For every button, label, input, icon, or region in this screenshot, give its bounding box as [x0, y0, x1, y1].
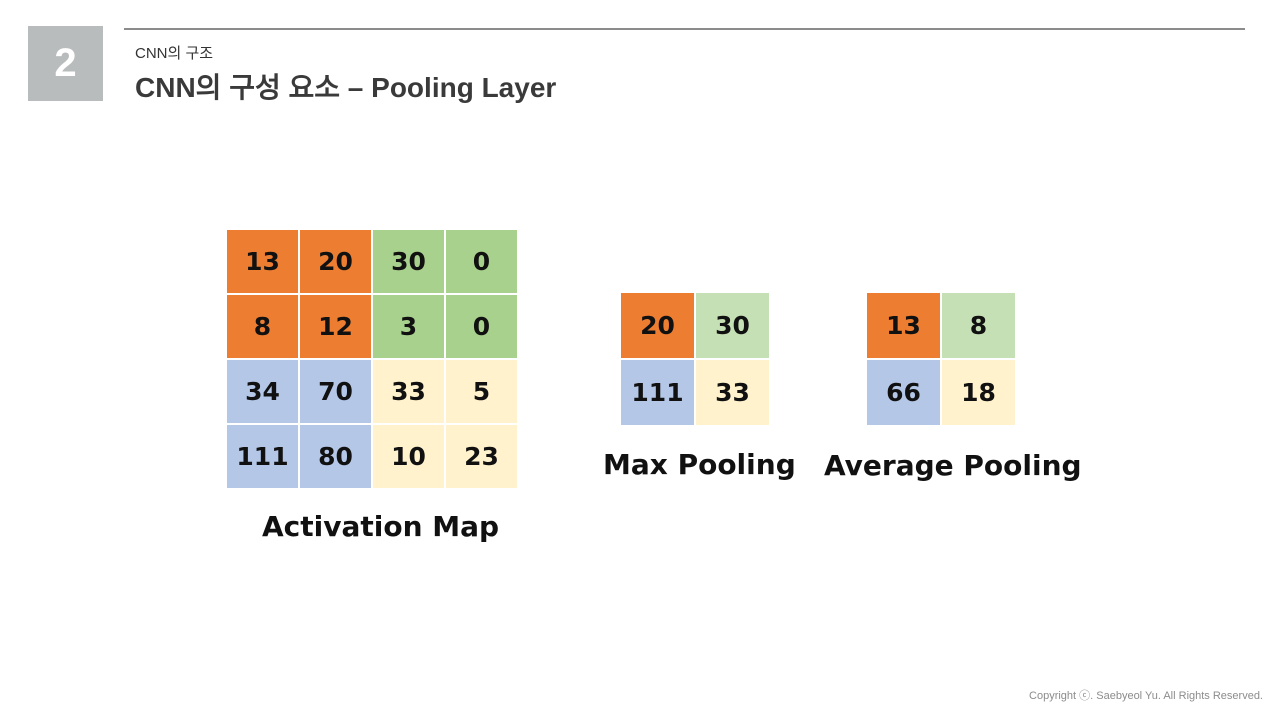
- grid-cell: 20: [621, 293, 694, 358]
- section-subtitle: CNN의 구조: [135, 42, 213, 63]
- grid-cell: 111: [621, 360, 694, 425]
- activation-map-label: Activation Map: [262, 510, 499, 543]
- grid-cell: 70: [300, 360, 371, 423]
- copyright-notice: Copyright ⓒ. Saebyeol Yu. All Rights Res…: [1029, 687, 1263, 703]
- max-pooling-grid: 20 30 111 33: [621, 293, 769, 425]
- grid-cell: 13: [227, 230, 298, 293]
- header-divider: [124, 28, 1245, 30]
- grid-cell: 0: [446, 230, 517, 293]
- grid-cell: 66: [867, 360, 940, 425]
- grid-cell: 12: [300, 295, 371, 358]
- grid-cell: 0: [446, 295, 517, 358]
- max-pooling-label: Max Pooling: [603, 448, 796, 481]
- activation-map-grid: 13 20 30 0 8 12 3 0 34 70 33 5 111 80 10 23: [227, 230, 517, 488]
- grid-cell: 13: [867, 293, 940, 358]
- slide-number-badge: 2: [28, 26, 103, 101]
- average-pooling-grid: 13 8 66 18: [867, 293, 1015, 425]
- grid-cell: 20: [300, 230, 371, 293]
- grid-cell: 18: [942, 360, 1015, 425]
- grid-cell: 8: [942, 293, 1015, 358]
- grid-cell: 23: [446, 425, 517, 488]
- grid-cell: 5: [446, 360, 517, 423]
- grid-cell: 30: [373, 230, 444, 293]
- grid-cell: 80: [300, 425, 371, 488]
- grid-cell: 34: [227, 360, 298, 423]
- grid-cell: 111: [227, 425, 298, 488]
- grid-cell: 10: [373, 425, 444, 488]
- grid-cell: 33: [696, 360, 769, 425]
- grid-cell: 30: [696, 293, 769, 358]
- grid-cell: 3: [373, 295, 444, 358]
- page-title: CNN의 구성 요소 – Pooling Layer: [135, 66, 556, 106]
- average-pooling-label: Average Pooling: [824, 449, 1082, 482]
- grid-cell: 33: [373, 360, 444, 423]
- grid-cell: 8: [227, 295, 298, 358]
